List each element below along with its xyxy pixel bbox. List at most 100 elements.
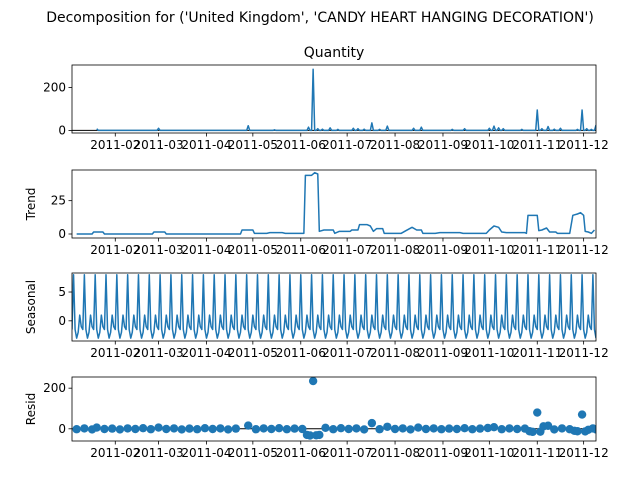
quantity-xtick-label: 2011-12	[559, 138, 609, 152]
resid-plot-area	[72, 377, 596, 440]
seasonal-xtick-label: 2011-12	[559, 346, 609, 360]
seasonal-xtick-label: 2011-03	[133, 346, 183, 360]
trend-xtick-label: 2011-07	[322, 243, 372, 257]
resid-xtick-label: 2011-05	[228, 446, 278, 460]
quantity-axes-frame	[71, 64, 597, 134]
resid-point	[550, 425, 559, 434]
resid-point	[421, 424, 431, 434]
resid-point	[177, 425, 186, 434]
resid-point	[429, 424, 438, 433]
resid-point	[460, 424, 469, 433]
resid-point	[533, 408, 542, 417]
trend-xtick-label: 2011-06	[276, 243, 326, 257]
resid-point	[185, 424, 194, 433]
trend-panel: 0252011-022011-032011-042011-052011-0620…	[24, 169, 609, 257]
quantity-ytick-label: 0	[58, 123, 66, 137]
trend-xtick-label: 2011-02	[90, 243, 140, 257]
resid-point	[444, 424, 454, 433]
quantity-title: Quantity	[304, 45, 365, 61]
quantity-xtick-label: 2011-06	[276, 138, 326, 152]
resid-point	[329, 425, 338, 434]
resid-point	[437, 425, 446, 434]
resid-point	[72, 425, 81, 434]
resid-xtick-label: 2011-08	[370, 446, 420, 460]
resid-points	[72, 377, 596, 440]
resid-point	[223, 425, 233, 434]
resid-point	[591, 425, 596, 434]
trend-xtick-label: 2011-12	[559, 243, 609, 257]
resid-point	[244, 421, 253, 430]
resid-point	[267, 424, 276, 434]
trend-xtick-label: 2011-10	[464, 243, 514, 257]
resid-point	[475, 424, 485, 433]
trend-xtick-label: 2011-05	[228, 243, 278, 257]
resid-point	[398, 424, 407, 433]
trend-ytick-label: 25	[51, 194, 66, 208]
resid-panel: 02002011-022011-032011-042011-052011-062…	[24, 376, 609, 460]
trend-xtick-label: 2011-04	[181, 243, 231, 257]
trend-ytick-label: 0	[58, 227, 66, 241]
seasonal-xtick-label: 2011-08	[370, 346, 420, 360]
resid-ytick-label: 0	[58, 422, 66, 436]
resid-point	[414, 423, 423, 432]
resid-point	[483, 423, 492, 433]
quantity-xtick-label: 2011-07	[322, 138, 372, 152]
resid-point	[138, 424, 148, 433]
resid-point	[107, 424, 117, 433]
resid-point	[308, 377, 318, 386]
resid-point	[543, 421, 553, 430]
trend-series-line	[76, 171, 595, 235]
figure-suptitle: Decomposition for ('United Kingdom', 'CA…	[46, 10, 594, 26]
resid-point	[344, 424, 353, 434]
resid-point	[208, 424, 217, 434]
resid-point	[282, 425, 292, 434]
resid-point	[468, 425, 477, 434]
resid-xtick-label: 2011-10	[464, 446, 514, 460]
resid-point	[92, 423, 101, 432]
resid-xtick-label: 2011-04	[181, 446, 231, 460]
resid-point	[169, 424, 179, 433]
resid-point	[305, 431, 315, 440]
resid-point	[352, 424, 361, 433]
seasonal-axes-frame	[71, 272, 597, 342]
quantity-panel: 02002011-022011-032011-042011-052011-062…	[43, 45, 609, 152]
resid-point	[200, 424, 210, 433]
resid-point	[497, 425, 506, 434]
resid-point	[251, 425, 261, 434]
trend-xtick-label: 2011-03	[133, 243, 183, 257]
quantity-xtick-label: 2011-08	[370, 138, 420, 152]
seasonal-xtick-label: 2011-10	[464, 346, 514, 360]
quantity-xtick-label: 2011-02	[90, 138, 140, 152]
seasonal-plot-area	[72, 273, 596, 339]
resid-point	[528, 427, 537, 437]
quantity-xtick-label: 2011-04	[181, 138, 231, 152]
resid-point	[557, 424, 567, 433]
chart-panels: 02002011-022011-032011-042011-052011-062…	[24, 45, 609, 460]
seasonal-xtick-label: 2011-11	[512, 346, 562, 360]
resid-point	[375, 425, 384, 434]
resid-point	[298, 424, 307, 434]
quantity-xtick-label: 2011-05	[228, 138, 278, 152]
seasonal-ytick-label: 5	[58, 285, 66, 299]
resid-xtick-label: 2011-03	[133, 446, 183, 460]
seasonal-xtick-label: 2011-05	[228, 346, 278, 360]
resid-ytick-label: 200	[43, 381, 66, 395]
trend-plot-area	[76, 171, 595, 235]
seasonal-series-line	[72, 273, 596, 339]
trend-xtick-label: 2011-09	[418, 243, 468, 257]
quantity-series-line	[96, 68, 596, 132]
seasonal-ylabel: Seasonal	[24, 280, 38, 334]
seasonal-ytick-label: 0	[58, 314, 66, 328]
resid-point	[162, 424, 171, 434]
trend-axes-frame	[71, 169, 597, 239]
quantity-plot-area	[72, 68, 596, 132]
resid-point	[216, 424, 225, 433]
resid-point	[259, 424, 268, 433]
trend-ylabel: Trend	[24, 188, 38, 222]
resid-point	[336, 424, 346, 433]
resid-axes-frame	[71, 376, 597, 442]
resid-point	[80, 424, 89, 433]
resid-point	[367, 418, 377, 428]
seasonal-xtick-label: 2011-02	[90, 346, 140, 360]
